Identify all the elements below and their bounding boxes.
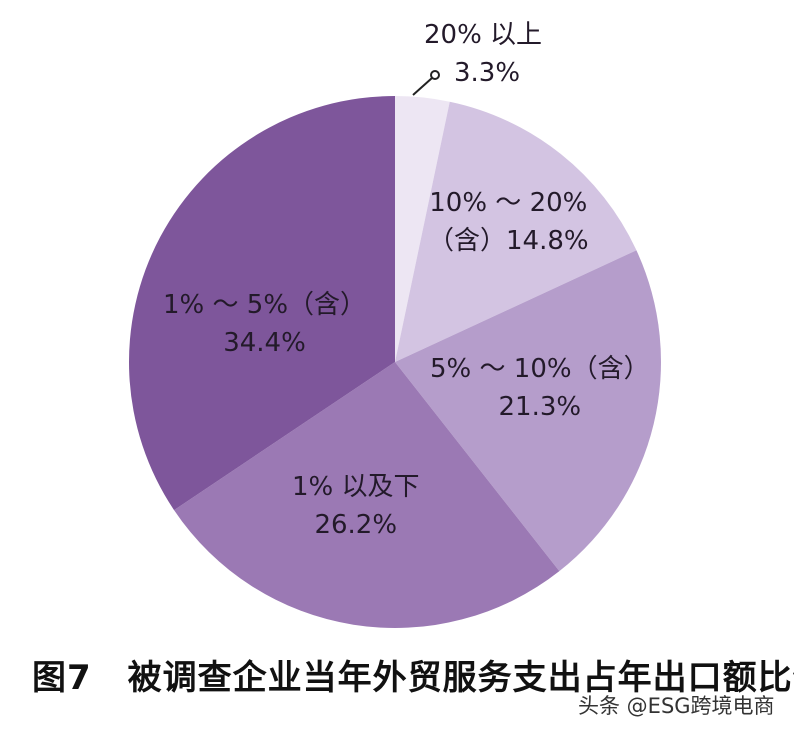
slice-label-1-and-below: 1% 以及下 26.2% — [292, 468, 420, 544]
slice-label-line: 1% ～ 5%（含） — [163, 290, 367, 320]
slice-label-10-20: 10% ～ 20% （含）14.8% — [428, 184, 589, 260]
slice-value: 3.3% — [454, 58, 521, 88]
slice-value: （含）14.8% — [428, 226, 589, 256]
slice-label-line: 10% ～ 20% — [429, 188, 588, 218]
pie-slice — [395, 101, 637, 362]
figure-caption: 图7 被调查企业当年外贸服务支出占年出口额比例 — [32, 650, 794, 699]
pie-slice — [395, 96, 450, 362]
slice-label-1-5: 1% ～ 5%（含） 34.4% — [163, 286, 366, 362]
pie-slice — [174, 362, 560, 628]
slice-label-line: 1% 以及下 — [292, 472, 420, 502]
slice-value: 26.2% — [314, 510, 398, 540]
watermark: 头条 @ESG跨境电商 — [578, 694, 775, 718]
pie-slice — [128, 96, 395, 511]
slice-label-20-plus: 20% 以上 3.3% — [424, 16, 542, 92]
slice-label-line: 20% 以上 — [424, 20, 543, 50]
slice-value: 34.4% — [223, 328, 306, 358]
figure-number: 图7 — [32, 658, 92, 698]
slice-label-5-10: 5% ～ 10%（含） 21.3% — [430, 350, 650, 426]
figure-title: 被调查企业当年外贸服务支出占年出口额比例 — [127, 658, 794, 698]
slice-label-line: 5% ～ 10%（含） — [430, 354, 650, 384]
pie-slice — [395, 250, 661, 572]
leader-line — [412, 70, 440, 96]
slice-value: 21.3% — [498, 392, 582, 422]
